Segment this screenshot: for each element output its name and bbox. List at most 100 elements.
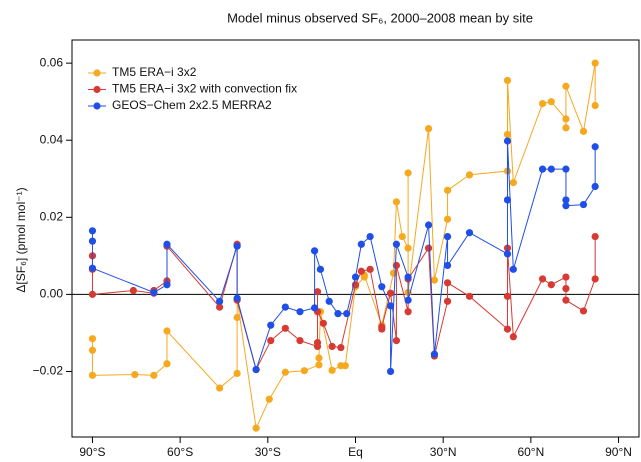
data-point [562, 124, 570, 132]
data-point [215, 384, 224, 392]
legend-label: TM5 ERA−i 3x2 with convection fix [112, 82, 297, 96]
x-tick-label: Eq [348, 445, 363, 459]
data-point [591, 59, 599, 67]
legend-label: GEOS−Chem 2x2.5 MERRA2 [112, 98, 272, 112]
data-point [343, 310, 351, 318]
data-point [538, 275, 547, 283]
data-point [562, 273, 570, 281]
data-point [443, 215, 452, 223]
x-tick-label: 90°N [605, 445, 632, 459]
data-point [310, 247, 319, 255]
data-point [386, 367, 395, 376]
data-point [443, 279, 452, 287]
data-point [150, 288, 158, 297]
x-tick-label: 90°S [79, 445, 105, 459]
data-point [300, 367, 308, 375]
data-point [562, 296, 570, 304]
data-point [252, 365, 260, 374]
data-point [443, 186, 452, 194]
data-point [328, 342, 336, 351]
data-point [131, 370, 139, 379]
data-point [503, 76, 512, 85]
data-point [386, 302, 395, 310]
y-tick-label: 0.04 [40, 132, 64, 146]
data-point [562, 115, 570, 123]
y-tick-label: −0.02 [33, 364, 64, 378]
data-point [316, 265, 325, 273]
data-point [547, 165, 555, 173]
data-point [509, 333, 517, 341]
data-point [562, 196, 570, 204]
data-point [392, 261, 401, 270]
data-point [443, 297, 452, 305]
data-point [281, 324, 289, 332]
y-axis-label: Δ[SF₆] (pmol mol⁻¹) [14, 187, 28, 292]
y-tick-label: 0.02 [40, 209, 64, 223]
legend-marker [93, 85, 101, 94]
data-point [443, 261, 452, 270]
data-point [233, 369, 241, 378]
data-point [503, 325, 512, 333]
data-point [503, 137, 512, 145]
data-point [265, 395, 273, 403]
data-point [281, 303, 289, 311]
data-point [341, 362, 349, 370]
data-point [386, 289, 395, 297]
legend-marker [93, 102, 101, 110]
x-tick-label: 30°N [430, 445, 457, 459]
data-point [404, 296, 412, 304]
data-point [233, 313, 241, 322]
x-tick-label: 30°S [255, 445, 281, 459]
data-point [129, 286, 137, 295]
data-point [404, 244, 412, 252]
x-tick-label: 60°S [167, 445, 193, 459]
data-point [404, 308, 412, 316]
data-point [163, 327, 171, 335]
data-point [503, 130, 512, 139]
data-point [315, 361, 323, 369]
data-point [351, 273, 360, 281]
data-point [503, 250, 512, 258]
data-point [430, 350, 439, 358]
data-point [337, 343, 345, 352]
data-point [88, 290, 97, 298]
data-point [215, 303, 224, 311]
data-point [378, 283, 386, 291]
data-point [509, 265, 517, 273]
data-point [465, 292, 474, 300]
data-point [392, 198, 401, 206]
data-point [88, 237, 97, 245]
data-point [404, 273, 412, 281]
data-point [443, 232, 452, 241]
data-point [163, 240, 171, 248]
data-point [88, 371, 97, 379]
data-point [150, 371, 158, 379]
data-point [334, 310, 342, 318]
data-point [392, 337, 401, 345]
data-point [503, 196, 512, 204]
data-point [366, 265, 374, 273]
data-point [591, 232, 599, 241]
data-point [591, 143, 599, 151]
data-point [296, 337, 304, 345]
data-point [310, 304, 319, 312]
x-tick-label: 60°N [517, 445, 544, 459]
data-point [88, 227, 97, 235]
data-point [424, 221, 433, 229]
data-point [313, 288, 322, 296]
data-point [88, 335, 97, 343]
data-point [357, 267, 365, 275]
data-point [562, 165, 570, 173]
data-point [163, 360, 171, 368]
data-point [579, 200, 588, 209]
data-point [267, 321, 275, 329]
data-point [378, 323, 386, 331]
data-point [465, 229, 474, 237]
data-point [547, 98, 555, 106]
data-point [88, 346, 97, 354]
data-point [252, 424, 260, 432]
data-point [404, 169, 412, 177]
legend-marker [93, 69, 101, 77]
data-point [215, 297, 224, 305]
